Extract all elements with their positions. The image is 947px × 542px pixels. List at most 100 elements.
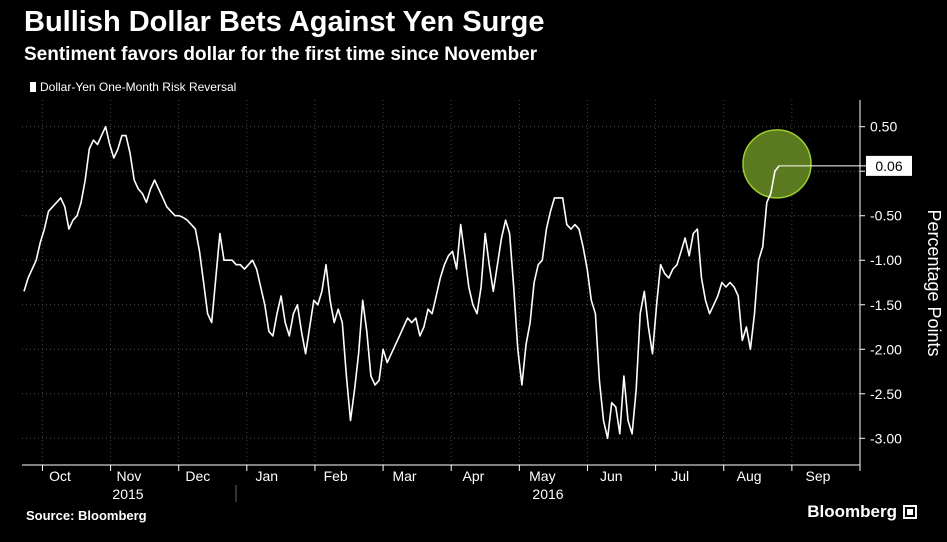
data-point — [346, 375, 347, 376]
data-point — [444, 264, 445, 265]
data-point — [228, 260, 229, 261]
data-point — [309, 326, 310, 327]
data-point — [85, 180, 86, 181]
series-line — [23, 125, 780, 440]
data-point — [105, 126, 106, 127]
data-point — [23, 291, 24, 292]
data-point — [403, 326, 404, 327]
data-point — [399, 335, 400, 336]
data-point — [464, 255, 465, 256]
last-value-box — [866, 155, 912, 176]
data-point — [142, 193, 143, 194]
data-point — [656, 304, 657, 305]
data-point — [383, 349, 384, 350]
data-point — [134, 180, 135, 181]
data-point — [317, 304, 318, 305]
data-point — [460, 224, 461, 225]
data-point — [387, 362, 388, 363]
y-tick-label: -2.00 — [870, 341, 902, 357]
data-point — [587, 269, 588, 270]
data-point — [68, 229, 69, 230]
data-point — [330, 300, 331, 301]
data-point — [268, 331, 269, 332]
data-point — [701, 277, 702, 278]
brand-name: Bloomberg — [807, 502, 897, 521]
data-point — [595, 313, 596, 314]
data-point — [705, 300, 706, 301]
x-tick-label: Feb — [324, 468, 348, 484]
data-point — [101, 135, 102, 136]
data-point — [521, 384, 522, 385]
data-point — [334, 322, 335, 323]
data-point — [693, 233, 694, 234]
data-point — [305, 353, 306, 354]
data-point — [615, 407, 616, 408]
data-point — [370, 375, 371, 376]
data-point — [505, 220, 506, 221]
data-point — [432, 313, 433, 314]
data-point — [113, 157, 114, 158]
data-point — [97, 144, 98, 145]
data-point — [525, 344, 526, 345]
data-point — [395, 344, 396, 345]
data-point — [158, 188, 159, 189]
data-point — [542, 260, 543, 261]
data-point — [750, 349, 751, 350]
data-point — [272, 335, 273, 336]
y-axis-label: Percentage Points — [924, 209, 944, 356]
data-point — [754, 313, 755, 314]
data-point — [264, 304, 265, 305]
legend-swatch — [30, 82, 36, 92]
data-point — [342, 322, 343, 323]
data-point — [325, 264, 326, 265]
data-point — [746, 326, 747, 327]
data-point — [448, 255, 449, 256]
data-point — [644, 291, 645, 292]
data-point — [301, 331, 302, 332]
data-point — [187, 220, 188, 221]
data-point — [640, 313, 641, 314]
data-point — [313, 300, 314, 301]
x-tick-label: Jun — [600, 468, 623, 484]
data-point — [762, 246, 763, 247]
data-point — [566, 224, 567, 225]
data-point — [721, 282, 722, 283]
data-point — [219, 233, 220, 234]
data-point — [672, 269, 673, 270]
data-point — [517, 349, 518, 350]
data-point — [321, 291, 322, 292]
data-point — [513, 286, 514, 287]
data-point — [232, 260, 233, 261]
data-point — [774, 171, 775, 172]
data-point — [285, 322, 286, 323]
data-point — [676, 264, 677, 265]
data-point — [162, 197, 163, 198]
y-tick-label: -3.00 — [870, 430, 902, 446]
data-point — [289, 335, 290, 336]
y-tick-label: -2.50 — [870, 386, 902, 402]
legend: Dollar-Yen One-Month Risk Reversal — [30, 80, 236, 94]
x-tick-label: Dec — [185, 468, 210, 484]
data-point — [72, 220, 73, 221]
data-point — [223, 260, 224, 261]
data-point — [546, 229, 547, 230]
data-point — [599, 380, 600, 381]
data-point — [648, 326, 649, 327]
chart-subtitle: Sentiment favors dollar for the first ti… — [24, 44, 538, 65]
data-point — [236, 264, 237, 265]
highlight-circle — [742, 129, 812, 199]
data-point — [36, 260, 37, 261]
data-point — [419, 335, 420, 336]
data-point — [338, 309, 339, 310]
data-point — [758, 260, 759, 261]
data-point — [497, 264, 498, 265]
data-point — [77, 215, 78, 216]
data-point — [48, 211, 49, 212]
data-point — [734, 286, 735, 287]
data-point — [407, 318, 408, 319]
data-point — [570, 229, 571, 230]
legend-label: Dollar-Yen One-Month Risk Reversal — [40, 80, 237, 94]
x-tick-label: Jan — [255, 468, 278, 484]
data-point — [260, 286, 261, 287]
data-point — [391, 353, 392, 354]
